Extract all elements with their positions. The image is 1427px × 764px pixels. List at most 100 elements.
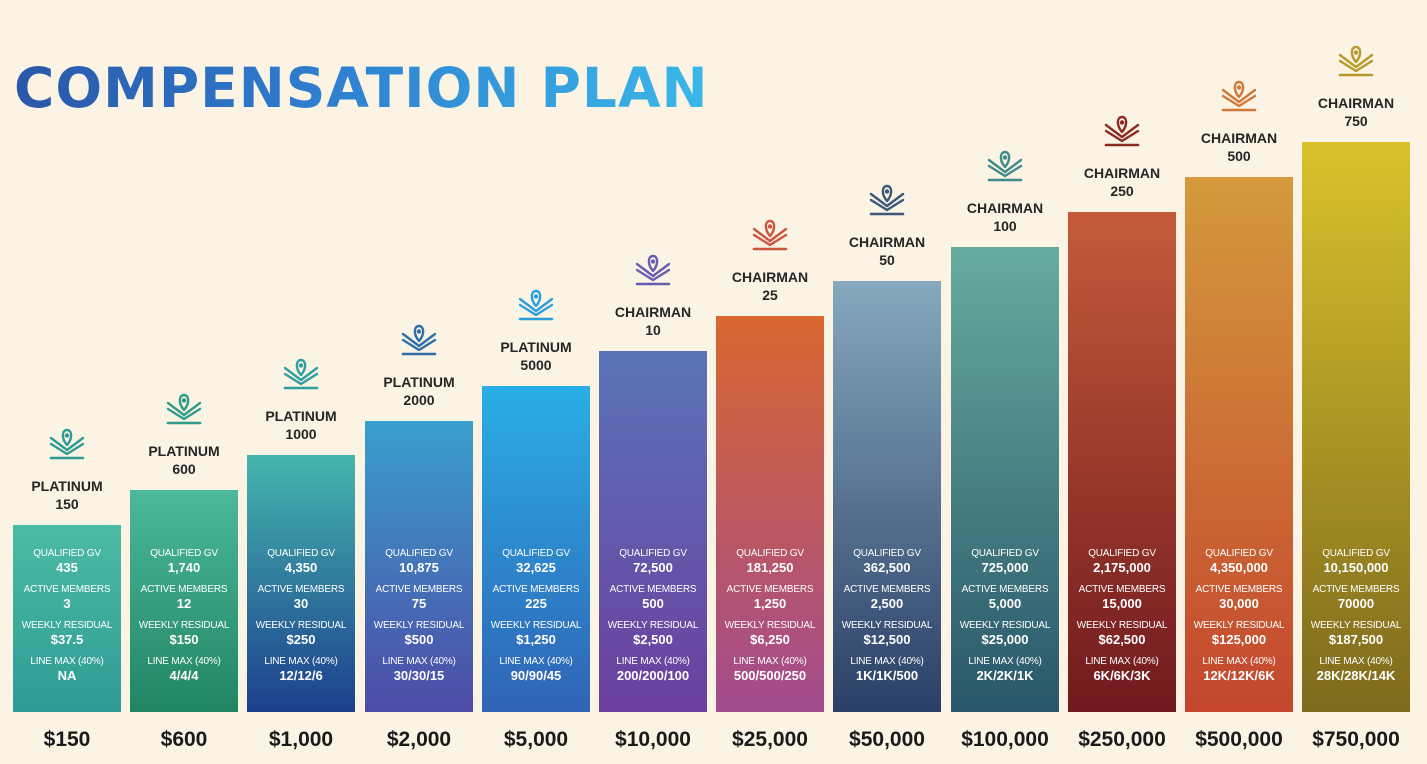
- active-members-label: ACTIVE MEMBERS: [492, 584, 580, 595]
- tier-stats: QUALIFIED GV 2,175,000 ACTIVE MEMBERS 15,00…: [1068, 548, 1176, 692]
- rank-level: 5000: [520, 357, 552, 373]
- weekly-residual-value: $250: [286, 632, 316, 647]
- qualified-gv-label: QUALIFIED GV: [971, 548, 1039, 559]
- bar-1: [13, 525, 121, 712]
- line-max-value: 4/4/4: [169, 668, 199, 683]
- tier-stats: QUALIFIED GV 362,500 ACTIVE MEMBERS 2,500 WE…: [833, 548, 941, 692]
- qualified-gv-value: 10,150,000: [1323, 560, 1389, 575]
- active-members-value: 1,250: [753, 596, 787, 611]
- rank-icon: [1337, 44, 1375, 78]
- weekly-residual-label: WEEKLY RESIDUAL: [490, 620, 582, 631]
- tier-stats: QUALIFIED GV 72,500 ACTIVE MEMBERS 500 WEEKL…: [599, 548, 707, 692]
- line-max-label: LINE MAX (40%): [1202, 656, 1276, 667]
- line-max-label: LINE MAX (40%): [147, 656, 221, 667]
- line-max-value: 500/500/250: [733, 668, 807, 683]
- rank-level: 750: [1344, 113, 1368, 129]
- rank-level: 1000: [285, 426, 317, 442]
- rank-icon: [48, 427, 86, 461]
- tier-price: $2,000: [386, 728, 452, 751]
- bar-11: [1185, 177, 1293, 712]
- qualified-gv-label: QUALIFIED GV: [150, 548, 218, 559]
- line-max-label: LINE MAX (40%): [264, 656, 338, 667]
- line-max-label: LINE MAX (40%): [850, 656, 924, 667]
- rank-level: 25: [762, 287, 778, 303]
- bar-5: [482, 386, 590, 712]
- active-members-value: 3: [63, 596, 71, 611]
- weekly-residual-value: $6,250: [750, 632, 790, 647]
- line-max-value: 12/12/6: [279, 668, 323, 683]
- active-members-value: 30: [293, 596, 309, 611]
- rank-name: CHAIRMAN: [614, 304, 692, 320]
- active-members-value: 5,000: [988, 596, 1022, 611]
- rank-icon: [517, 288, 555, 322]
- tier-price: $10,000: [615, 728, 691, 751]
- bar-4: [365, 421, 473, 712]
- active-members-value: 2,500: [870, 596, 904, 611]
- qualified-gv-label: QUALIFIED GV: [1322, 548, 1390, 559]
- qualified-gv-value: 2,175,000: [1093, 560, 1151, 575]
- rank-icon: [751, 218, 789, 252]
- bar-12: [1302, 142, 1410, 712]
- bar-8: [833, 281, 941, 712]
- rank-level: 10: [645, 322, 661, 338]
- rank-icon: [165, 392, 203, 426]
- rank-level: 2000: [403, 392, 435, 408]
- rank-name: CHAIRMAN: [966, 200, 1044, 216]
- qualified-gv-value: 435: [56, 560, 78, 575]
- weekly-residual-label: WEEKLY RESIDUAL: [1076, 620, 1168, 631]
- rank-name: PLATINUM: [500, 339, 572, 355]
- line-max-value: 30/30/15: [393, 668, 445, 683]
- qualified-gv-label: QUALIFIED GV: [33, 548, 101, 559]
- qualified-gv-value: 72,500: [633, 560, 673, 575]
- active-members-value: 30,000: [1219, 596, 1259, 611]
- bar-2: [130, 490, 238, 712]
- rank-level: 100: [993, 218, 1017, 234]
- qualified-gv-value: 32,625: [516, 560, 556, 575]
- tier-price: $5,000: [503, 728, 569, 751]
- bar-6: [599, 351, 707, 712]
- weekly-residual-label: WEEKLY RESIDUAL: [959, 620, 1051, 631]
- weekly-residual-value: $12,500: [863, 632, 911, 647]
- line-max-label: LINE MAX (40%): [616, 656, 690, 667]
- line-max-value: 6K/6K/3K: [1093, 668, 1151, 683]
- tier-stats: QUALIFIED GV 32,625 ACTIVE MEMBERS 225 WEEKL…: [482, 548, 590, 692]
- tier-price: $150: [43, 728, 91, 751]
- tier-price: $50,000: [849, 728, 925, 751]
- weekly-residual-value: $500: [404, 632, 434, 647]
- qualified-gv-label: QUALIFIED GV: [619, 548, 687, 559]
- line-max-value: 200/200/100: [616, 668, 690, 683]
- rank-icon: [868, 183, 906, 217]
- line-max-value: 1K/1K/500: [855, 668, 919, 683]
- rank-name: CHAIRMAN: [1317, 95, 1395, 111]
- qualified-gv-label: QUALIFIED GV: [1205, 548, 1273, 559]
- bar-7: [716, 316, 824, 712]
- active-members-value: 75: [411, 596, 427, 611]
- tier-stats: QUALIFIED GV 181,250 ACTIVE MEMBERS 1,250 WE…: [716, 548, 824, 692]
- tier-stats: QUALIFIED GV 4,350 ACTIVE MEMBERS 30 WEEKLY …: [247, 548, 355, 692]
- active-members-value: 500: [642, 596, 664, 611]
- tier-price: $750,000: [1312, 728, 1400, 751]
- line-max-label: LINE MAX (40%): [733, 656, 807, 667]
- rank-level: 600: [172, 461, 196, 477]
- rank-level: 150: [55, 496, 79, 512]
- bar-9: [951, 247, 1059, 712]
- rank-icon: [986, 149, 1024, 183]
- qualified-gv-value: 4,350,000: [1210, 560, 1268, 575]
- weekly-residual-label: WEEKLY RESIDUAL: [1310, 620, 1402, 631]
- weekly-residual-value: $37.5: [50, 632, 84, 647]
- rank-name: CHAIRMAN: [731, 269, 809, 285]
- rank-name: CHAIRMAN: [848, 234, 926, 250]
- tier-stats: QUALIFIED GV 725,000 ACTIVE MEMBERS 5,000 WE…: [951, 548, 1059, 692]
- rank-icon: [282, 357, 320, 391]
- qualified-gv-label: QUALIFIED GV: [267, 548, 335, 559]
- weekly-residual-label: WEEKLY RESIDUAL: [607, 620, 699, 631]
- active-members-label: ACTIVE MEMBERS: [961, 584, 1049, 595]
- active-members-label: ACTIVE MEMBERS: [843, 584, 931, 595]
- line-max-label: LINE MAX (40%): [1085, 656, 1159, 667]
- active-members-label: ACTIVE MEMBERS: [1312, 584, 1400, 595]
- rank-icon: [1220, 79, 1258, 113]
- rank-name: PLATINUM: [265, 408, 337, 424]
- rank-name: CHAIRMAN: [1083, 165, 1161, 181]
- qualified-gv-value: 4,350: [284, 560, 318, 575]
- tier-price: $600: [160, 728, 208, 751]
